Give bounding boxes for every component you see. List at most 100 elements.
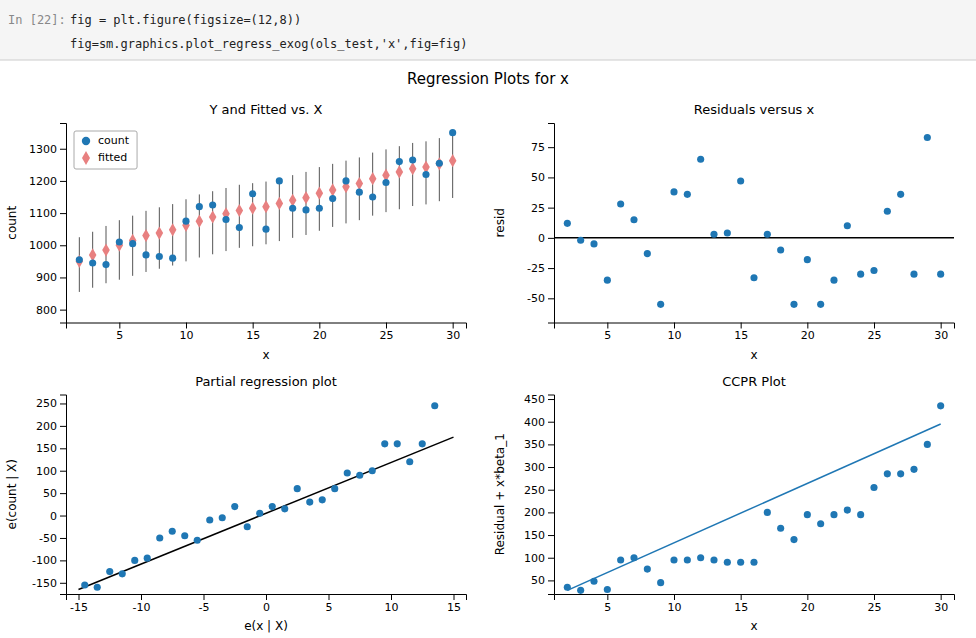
y-tick-mark (548, 298, 554, 299)
x-tick-mark (741, 323, 742, 329)
panel-title: Y and Fitted vs. X (208, 102, 322, 117)
point (394, 440, 401, 447)
point (396, 165, 404, 178)
point (156, 253, 163, 260)
point (281, 505, 288, 512)
legend-label: fitted (98, 151, 127, 164)
point (630, 554, 637, 561)
y-tick-mark (60, 277, 66, 278)
x-tick-label: 25 (380, 329, 394, 342)
point (116, 239, 124, 252)
x-tick-mark (741, 594, 742, 600)
y-tick-mark (548, 490, 554, 491)
y-axis-line (548, 124, 555, 324)
point-series (564, 402, 944, 594)
point (764, 231, 771, 238)
y-tick-label: -100 (32, 554, 57, 567)
x-tick-label: 10 (668, 601, 682, 614)
legend-box (74, 131, 137, 169)
x-tick-label: 25 (868, 601, 882, 614)
y-axis-title: count (5, 206, 19, 240)
x-tick: -15 (70, 594, 88, 614)
point (937, 271, 944, 278)
x-tick-mark (674, 323, 675, 329)
y-tick-mark (548, 147, 554, 148)
x-tick-label: 15 (246, 329, 260, 342)
point (276, 197, 284, 210)
point (116, 238, 123, 245)
y-tick: 350 (524, 438, 554, 451)
point (777, 525, 784, 532)
x-tick-mark (391, 594, 392, 600)
point (106, 568, 113, 575)
y-tick-label: 250 (524, 484, 545, 497)
point (76, 256, 83, 263)
point (644, 250, 651, 257)
x-tick: 25 (868, 323, 882, 343)
x-tick-mark (79, 594, 80, 600)
x-axis-line (555, 595, 955, 601)
point (790, 301, 797, 308)
point (369, 467, 376, 474)
y-tick-label: 50 (531, 574, 545, 587)
point (830, 277, 837, 284)
chart-title: Regression Plots for x (407, 70, 569, 88)
y-axis-title: Residual + x*beta_1 (493, 433, 507, 555)
annotation: In [22]: (8, 13, 66, 27)
point (396, 158, 403, 165)
point (924, 441, 931, 448)
x-tick-mark (329, 594, 330, 600)
x-tick-mark (266, 594, 267, 600)
x-tick: 0 (263, 594, 270, 614)
point (244, 523, 251, 530)
y-tick-label: 200 (524, 506, 545, 519)
point (331, 485, 338, 492)
y-tick-mark (548, 422, 554, 423)
x-axis-line (555, 323, 955, 329)
x-tick-label: 10 (668, 329, 682, 342)
plot-area (554, 134, 954, 308)
x-axis: 51015202530 (67, 323, 467, 343)
point (817, 520, 824, 527)
annotation: fig = plt.figure(figsize=(12,8)) (70, 13, 301, 27)
y-tick-label: 250 (36, 397, 57, 410)
x-tick: 15 (447, 594, 461, 614)
point (644, 565, 651, 572)
point (196, 215, 204, 228)
point (684, 556, 691, 563)
x-tick: 10 (668, 323, 682, 343)
y-tick-label: 1000 (29, 239, 57, 252)
point (196, 203, 203, 210)
point (94, 584, 101, 591)
y-tick: 100 (524, 552, 554, 565)
x-axis-title: x (750, 619, 757, 633)
panel: 510152025308009001000110012001300 Y and F… (5, 102, 467, 362)
header-background (0, 0, 976, 60)
legend-marker (82, 137, 90, 145)
plot-area (79, 402, 454, 591)
y-tick-label: 350 (524, 438, 545, 451)
y-tick: 400 (524, 416, 554, 429)
x-tick-label: 20 (801, 329, 815, 342)
x-tick: 15 (246, 323, 260, 343)
point (684, 191, 691, 198)
x-tick-mark (941, 594, 942, 600)
x-tick-mark (807, 323, 808, 329)
point (169, 528, 176, 535)
point (144, 555, 151, 562)
y-tick-label: 450 (524, 393, 545, 406)
y-tick-mark (60, 471, 66, 472)
point (276, 177, 283, 184)
y-tick-label: -50 (39, 532, 57, 545)
point (129, 240, 136, 247)
point (156, 226, 164, 239)
point (182, 218, 189, 225)
point (590, 578, 597, 585)
point (269, 503, 276, 510)
y-axis: 8009001000110012001300 (29, 124, 67, 324)
y-tick-label: 200 (36, 420, 57, 433)
y-tick: 1000 (29, 239, 66, 252)
point (316, 205, 323, 212)
x-tick-label: 10 (385, 601, 399, 614)
point (857, 271, 864, 278)
